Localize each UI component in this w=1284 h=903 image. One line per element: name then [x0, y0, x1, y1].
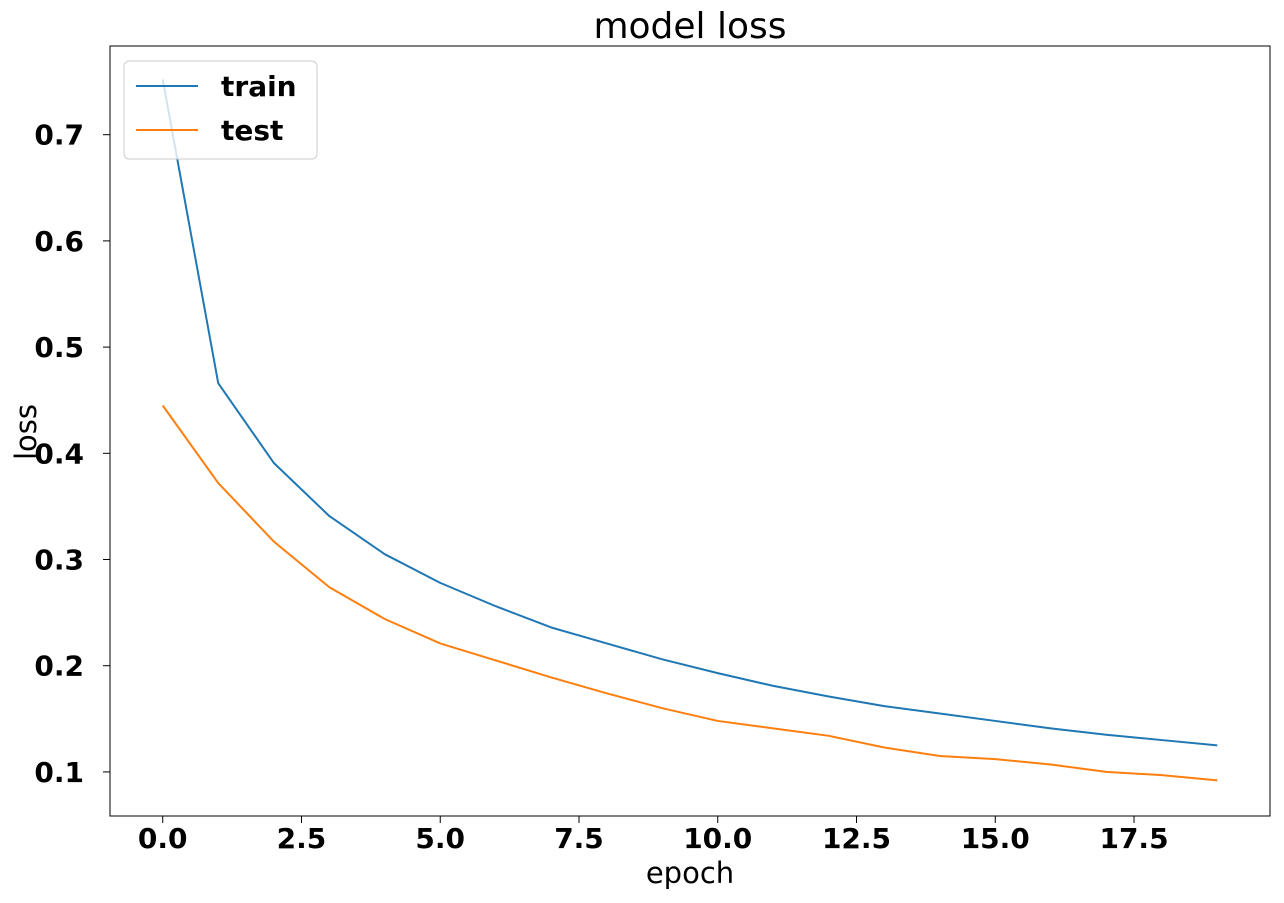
- x-tick-label: 10.0: [683, 822, 752, 855]
- y-tick-label: 0.3: [34, 544, 84, 577]
- y-tick-label: 0.5: [34, 331, 84, 364]
- legend-train-label: train: [221, 70, 297, 103]
- x-tick-label: 12.5: [822, 822, 891, 855]
- x-axis-label: epoch: [646, 856, 734, 890]
- y-tick-label: 0.4: [34, 437, 84, 470]
- plot-area-frame: [109, 45, 1271, 817]
- x-tick-label: 7.5: [554, 822, 604, 855]
- y-axis-label: loss: [9, 404, 43, 460]
- series-line-train: [161, 79, 1218, 747]
- y-tick-label: 0.6: [34, 225, 84, 258]
- y-tick-label: 0.7: [34, 119, 84, 152]
- x-axis-ticks: 0.0 2.5 5.0 7.5 10.0 12.5 15.0 17.5: [138, 816, 1169, 855]
- x-tick-label: 2.5: [277, 822, 327, 855]
- series-line-test: [161, 404, 1218, 782]
- y-tick-label: 0.1: [34, 756, 84, 789]
- y-tick-label: 0.2: [34, 650, 84, 683]
- x-tick-label: 5.0: [415, 822, 465, 855]
- x-tick-label: 0.0: [138, 822, 188, 855]
- chart-title: model loss: [593, 6, 786, 47]
- series-layer: [161, 79, 1218, 782]
- y-axis-ticks: 0.1 0.2 0.3 0.4 0.5 0.6 0.7: [34, 119, 110, 789]
- x-tick-label: 17.5: [1099, 822, 1168, 855]
- legend: train test: [123, 60, 318, 160]
- x-tick-label: 15.0: [961, 822, 1030, 855]
- legend-test-label: test: [221, 114, 283, 147]
